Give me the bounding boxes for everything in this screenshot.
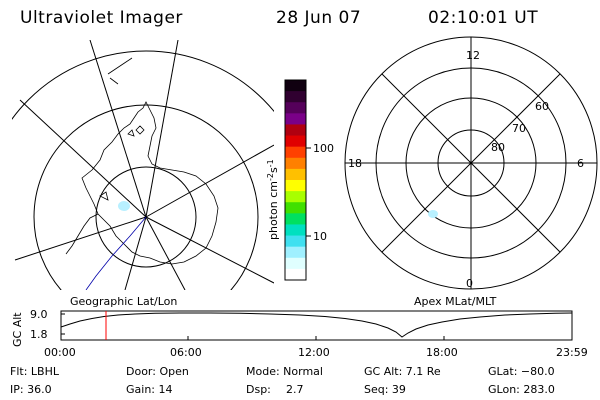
geo-meridian bbox=[145, 144, 274, 218]
instrument-title: Ultraviolet Imager bbox=[20, 8, 183, 28]
dsp-value: 2.7 bbox=[286, 383, 304, 396]
x-tick-label-0600: 06:00 bbox=[170, 346, 202, 359]
colorbar-cell bbox=[285, 191, 306, 203]
colorbar-unit-label: photon cm-2s-1 bbox=[266, 159, 280, 240]
mlat-label-70: 70 bbox=[512, 122, 526, 135]
geo-meridian bbox=[145, 40, 179, 218]
door-status: Door: Open bbox=[126, 365, 189, 378]
geo-latitude-circle bbox=[12, 50, 274, 120]
colorbar-cell bbox=[285, 146, 306, 159]
geo-meridian bbox=[145, 216, 186, 290]
status-block: Flt: LBHL IP: 36.0 Door: Open Gain: 14 M… bbox=[10, 365, 555, 396]
mlat-label-80: 80 bbox=[491, 141, 505, 154]
date-label: 28 Jun 07 bbox=[276, 8, 362, 28]
colorbar-frame bbox=[284, 79, 307, 281]
colorbar-cell bbox=[285, 235, 306, 248]
mlat-label-60: 60 bbox=[535, 100, 549, 113]
x-tick-label-1200: 12:00 bbox=[298, 346, 330, 359]
colorbar-cell bbox=[285, 180, 306, 192]
mlt-label-6: 6 bbox=[577, 157, 584, 170]
south-america-coastline bbox=[107, 57, 133, 85]
polar-projection-label: Apex MLat/MLT bbox=[414, 295, 497, 308]
mlt-label-12: 12 bbox=[466, 49, 480, 62]
glat-status: GLat: −80.0 bbox=[488, 365, 555, 378]
geo-projection-label: Geographic Lat/Lon bbox=[70, 295, 177, 308]
filter-status: Flt: LBHL bbox=[10, 365, 60, 378]
geo-bright-spot bbox=[118, 201, 130, 211]
colorbar-cell bbox=[285, 157, 306, 170]
geo-meridian bbox=[19, 99, 147, 218]
colorbar-cell bbox=[285, 202, 306, 214]
y-tick-label-high: 9.0 bbox=[30, 308, 48, 321]
antarctica-coastline bbox=[81, 101, 219, 265]
sequence-status: Seq: 39 bbox=[364, 383, 406, 396]
geo-meridian bbox=[89, 40, 147, 218]
mode-status: Mode: Normal bbox=[246, 365, 323, 378]
colorbar-tick-label-100: 100 bbox=[313, 142, 334, 155]
polar-bright-spot bbox=[428, 210, 438, 218]
colorbar-tick-label-10: 10 bbox=[313, 230, 327, 243]
glon-status: GLon: 283.0 bbox=[488, 383, 555, 396]
dsp-label: Dsp: bbox=[246, 383, 271, 396]
geo-meridian bbox=[145, 216, 274, 284]
colorbar-cell bbox=[285, 268, 306, 281]
gc-alt-status: GC Alt: 7.1 Re bbox=[364, 365, 441, 378]
polar-diagonal-line bbox=[381, 73, 561, 253]
mlt-label-0: 0 bbox=[466, 277, 473, 290]
colorbar-cell bbox=[285, 124, 306, 137]
altitude-panel: 9.0 1.8 GC Alt 00:00 06:00 12:00 18:00 2… bbox=[11, 308, 588, 359]
colorbar-cell bbox=[285, 91, 306, 103]
colorbar-cell bbox=[285, 213, 306, 225]
ip-status: IP: 36.0 bbox=[10, 383, 52, 396]
mlt-label-18: 18 bbox=[348, 157, 362, 170]
satellite-track bbox=[85, 216, 147, 290]
colorbar: 100 10 photon cm-2s-1 bbox=[266, 79, 334, 281]
colorbar-cell bbox=[285, 168, 306, 181]
colorbar-cell bbox=[285, 80, 306, 92]
y-tick-label-low: 1.8 bbox=[30, 328, 48, 341]
gain-status: Gain: 14 bbox=[126, 383, 173, 396]
altitude-axis-label: GC Alt bbox=[11, 312, 24, 347]
x-tick-label-1800: 18:00 bbox=[426, 346, 458, 359]
altitude-curve bbox=[60, 312, 573, 338]
colorbar-cell bbox=[285, 224, 306, 237]
colorbar-cell bbox=[285, 257, 306, 270]
colorbar-cell bbox=[285, 135, 306, 148]
geographic-map bbox=[12, 40, 274, 290]
colorbar-cell bbox=[285, 246, 306, 259]
island-coastline bbox=[99, 125, 145, 201]
x-tick-label-2359: 23:59 bbox=[556, 346, 588, 359]
colorbar-cell bbox=[285, 113, 306, 125]
geo-latitude-circle bbox=[33, 104, 259, 290]
x-tick-label-0000: 00:00 bbox=[44, 346, 76, 359]
polar-plot bbox=[344, 36, 598, 290]
geo-latitude-circle bbox=[95, 166, 197, 268]
geo-meridian bbox=[14, 216, 147, 261]
time-label: 02:10:01 UT bbox=[428, 8, 539, 28]
colorbar-cell bbox=[285, 102, 306, 114]
antarctic-peninsula-coastline bbox=[65, 213, 99, 255]
